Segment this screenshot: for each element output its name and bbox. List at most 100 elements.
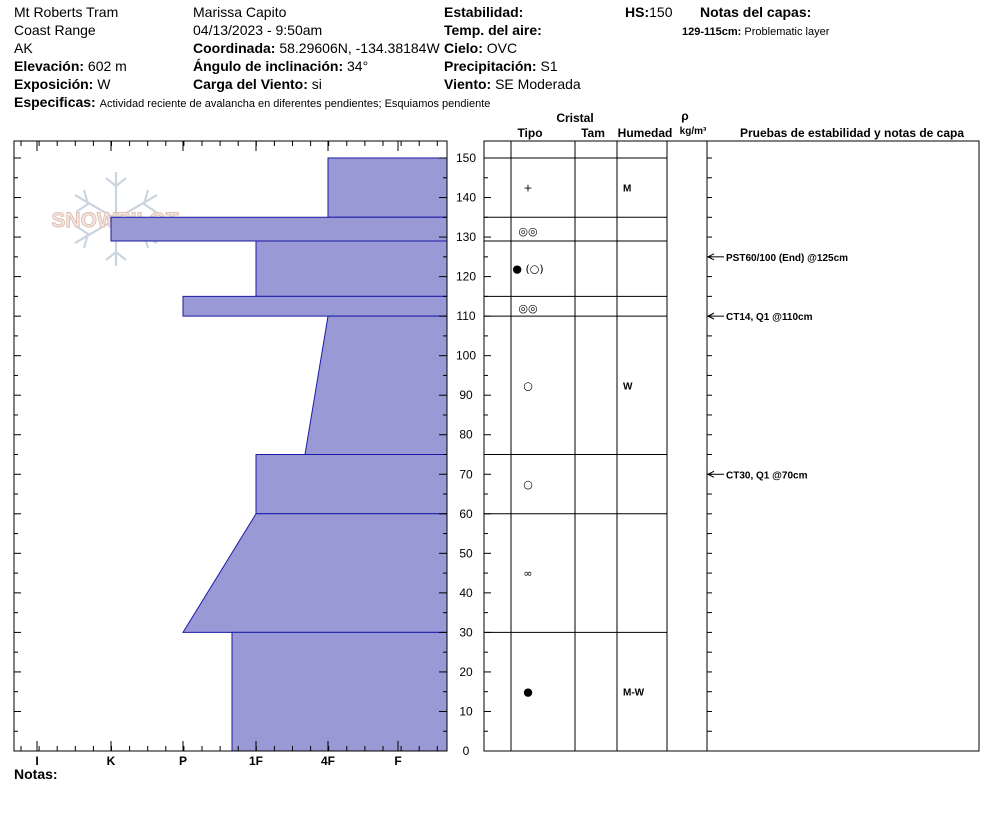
crystal-type-symbol: ◎◎ bbox=[518, 302, 537, 315]
stability-test-label: CT30, Q1 @70cm bbox=[726, 470, 808, 481]
test-arrow-head bbox=[706, 253, 715, 261]
depth-tick-label: 20 bbox=[459, 665, 473, 679]
location-name: Mt Roberts Tram bbox=[14, 4, 119, 20]
moisture-value: M bbox=[623, 184, 631, 195]
crystal-type-symbol: ○ bbox=[523, 478, 533, 491]
wind-loading-label: Carga del Viento: bbox=[193, 76, 308, 92]
hardness-layer-6 bbox=[182, 513, 448, 633]
elevation-label: Elevación: bbox=[14, 58, 85, 74]
layer-note-text: Problematic layer bbox=[744, 26, 830, 38]
observation-datetime: 04/13/2023 - 9:50am bbox=[193, 22, 323, 38]
specifics-label: Especificas: bbox=[14, 94, 96, 110]
wind-label: Viento: bbox=[444, 76, 492, 92]
depth-tick-label: 130 bbox=[456, 230, 476, 244]
crystal-types: + ◎◎ ● (○) ◎◎ ○ ○ ∞ ● bbox=[512, 182, 543, 699]
crystal-header: Cristal bbox=[556, 111, 593, 125]
moisture-header: Humedad bbox=[618, 126, 673, 140]
depth-tick-label: 80 bbox=[459, 428, 473, 442]
crystal-type-symbol: ◎◎ bbox=[518, 225, 537, 238]
hardness-axis: I K P 1F 4F F bbox=[20, 141, 438, 768]
hardness-tick-label: I bbox=[35, 754, 38, 768]
moisture-values: M W M-W bbox=[623, 184, 645, 699]
aspect-value: W bbox=[97, 76, 111, 92]
specifics: Especificas: Actividad reciente de avala… bbox=[14, 94, 490, 113]
hardness-tick-label: 4F bbox=[321, 754, 335, 768]
hardness-tick-label: K bbox=[107, 754, 116, 768]
test-arrow-head bbox=[706, 470, 715, 478]
hardness-layer-0 bbox=[327, 157, 448, 218]
depth-tick-label: 10 bbox=[459, 704, 473, 718]
hardness-tick-label: F bbox=[394, 754, 401, 768]
observer: Marissa Capito bbox=[193, 4, 287, 20]
crystal-type-symbol: ● (○) bbox=[512, 263, 543, 276]
depth-tick-label: 70 bbox=[459, 467, 473, 481]
elevation: Elevación: 602 m bbox=[14, 58, 127, 75]
stability-test-label: CT14, Q1 @110cm bbox=[726, 312, 813, 323]
crystal-type-symbol: ○ bbox=[523, 379, 533, 392]
precipitation-value: S1 bbox=[540, 58, 558, 74]
layer-notes-label: Notas del capas: bbox=[700, 4, 812, 20]
tests-header: Pruebas de estabilidad y notas de capa bbox=[740, 126, 964, 140]
sky-label: Cielo: bbox=[444, 40, 483, 56]
depth-tick-label: 60 bbox=[459, 507, 473, 521]
layer-table bbox=[483, 140, 980, 752]
hardness-tick-label: P bbox=[179, 754, 187, 768]
depth-tick-label: 30 bbox=[459, 625, 473, 639]
specifics-text: Actividad reciente de avalancha en difer… bbox=[99, 98, 491, 110]
snow-height-label: HS: bbox=[625, 4, 650, 20]
crystal-type-symbol: ∞ bbox=[523, 567, 532, 580]
hardness-profile bbox=[110, 157, 448, 752]
hardness-layer-1 bbox=[110, 216, 448, 242]
depth-tick-label: 90 bbox=[459, 388, 473, 402]
density-unit: kg/m³ bbox=[680, 126, 707, 137]
hardness-chart-frame bbox=[13, 140, 448, 752]
notes-label: Notas: bbox=[14, 766, 58, 782]
slope-angle-value: 34° bbox=[347, 58, 369, 74]
hardness-layer-3 bbox=[182, 295, 448, 317]
hardness-tick-label: 1F bbox=[249, 754, 263, 768]
crystal-type-symbol: ● bbox=[523, 686, 533, 699]
hardness-layer-2 bbox=[255, 240, 448, 297]
snow-height-value: 150 bbox=[649, 4, 673, 20]
mountain-range: Coast Range bbox=[14, 22, 96, 38]
coordinates: Coordinada: 58.29606N, -134.38184W bbox=[193, 40, 440, 57]
precipitation: Precipitación: S1 bbox=[444, 58, 558, 75]
depth-tick-label: 140 bbox=[456, 191, 476, 205]
sky-value: OVC bbox=[486, 40, 518, 56]
aspect-label: Exposición: bbox=[14, 76, 94, 92]
density-symbol: ρ bbox=[681, 109, 688, 123]
wind-loading: Carga del Viento: si bbox=[193, 76, 322, 93]
size-header: Tam bbox=[581, 126, 605, 140]
elevation-value: 602 m bbox=[87, 58, 127, 74]
coordinates-label: Coordinada: bbox=[193, 40, 276, 56]
sky: Cielo: OVC bbox=[444, 40, 517, 57]
hardness-layer-5 bbox=[255, 454, 448, 515]
table-frame bbox=[483, 140, 980, 752]
wind: Viento: SE Moderada bbox=[444, 76, 581, 93]
depth-tick-label: 120 bbox=[456, 270, 476, 284]
layer-note-range: 129-115cm: bbox=[682, 26, 742, 38]
precipitation-label: Precipitación: bbox=[444, 58, 537, 74]
hardness-layer-7 bbox=[231, 631, 448, 752]
depth-tick-label: 40 bbox=[459, 586, 473, 600]
air-temp-label: Temp. del aire: bbox=[444, 22, 542, 38]
state: AK bbox=[14, 40, 33, 56]
depth-tick-label: 110 bbox=[456, 309, 475, 323]
stability-tests: PST60/100 (End) @125cm CT14, Q1 @110cm CT3… bbox=[706, 253, 848, 481]
slope-angle-label: Ángulo de inclinación: bbox=[193, 58, 344, 74]
type-header: Tipo bbox=[517, 126, 542, 140]
wind-value: SE Moderada bbox=[495, 76, 581, 92]
depth-tick-label: 100 bbox=[456, 349, 476, 363]
moisture-value: M-W bbox=[623, 688, 645, 699]
test-arrow-head bbox=[706, 312, 715, 320]
aspect: Exposición: W bbox=[14, 76, 110, 93]
depth-tick-label: 150 bbox=[456, 151, 476, 165]
coordinates-value: 58.29606N, -134.38184W bbox=[279, 40, 440, 56]
wind-loading-value: si bbox=[311, 76, 322, 92]
moisture-value: W bbox=[623, 381, 633, 392]
depth-tick-label: 0 bbox=[463, 744, 470, 758]
slope-angle: Ángulo de inclinación: 34° bbox=[193, 58, 368, 75]
crystal-type-symbol: + bbox=[523, 182, 532, 195]
